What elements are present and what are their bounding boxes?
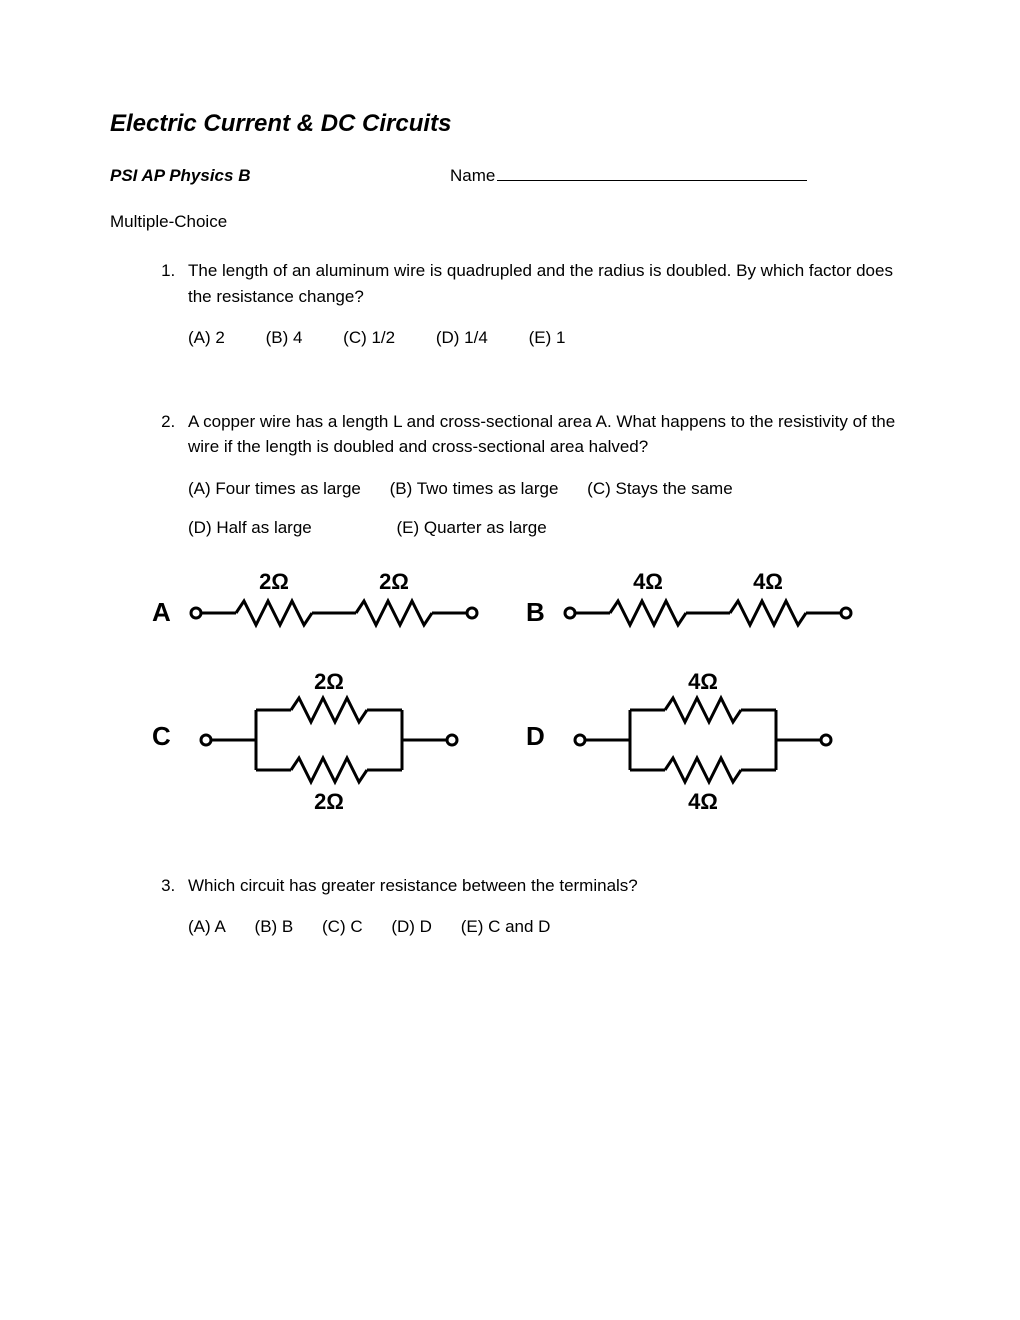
circuit-b-label: B [526, 565, 560, 632]
name-label: Name [450, 166, 495, 185]
circuit-c-label: C [152, 665, 186, 756]
q1-options: (A) 2 (B) 4 (C) 1/2 (D) 1/4 (E) 1 [188, 325, 910, 351]
circuit-b-r1: 4Ω [633, 569, 663, 594]
q3-opt-e: (E) C and D [461, 914, 551, 940]
q3-opt-a: (A) A [188, 914, 226, 940]
circuit-a-label: A [152, 565, 186, 632]
circuit-a-r2: 2Ω [379, 569, 409, 594]
q2-opt-d: (D) Half as large [188, 515, 312, 541]
q2-options-row1: (A) Four times as large (B) Two times as… [188, 476, 910, 502]
circuit-c-svg: 2Ω 2Ω [186, 665, 486, 815]
circuit-diagrams: A 2Ω 2Ω [152, 565, 910, 815]
q3-opt-b: (B) B [255, 914, 294, 940]
course-name: PSI AP Physics B [110, 166, 450, 186]
q3-opt-c: (C) C [322, 914, 363, 940]
q3-opt-d: (D) D [391, 914, 432, 940]
diagram-row-1: A 2Ω 2Ω [152, 565, 910, 635]
circuit-d: D [526, 665, 860, 815]
section-label: Multiple-Choice [110, 212, 910, 232]
q3-text: Which circuit has greater resistance bet… [188, 873, 910, 899]
q2-opt-b: (B) Two times as large [390, 476, 559, 502]
circuit-d-svg: 4Ω 4Ω [560, 665, 860, 815]
q1-opt-c: (C) 1/2 [343, 325, 395, 351]
question-1: The length of an aluminum wire is quadru… [180, 258, 910, 351]
circuit-d-r2: 4Ω [688, 789, 718, 814]
circuit-b-r2: 4Ω [753, 569, 783, 594]
circuit-c: C [152, 665, 486, 815]
q2-options-row2: (D) Half as large (E) Quarter as large [188, 515, 910, 541]
circuit-a-r1: 2Ω [259, 569, 289, 594]
page-title: Electric Current & DC Circuits [110, 110, 910, 138]
q1-opt-b: (B) 4 [266, 325, 303, 351]
circuit-b: B 4Ω 4Ω [526, 565, 860, 635]
q2-opt-c: (C) Stays the same [587, 476, 733, 502]
circuit-a: A 2Ω 2Ω [152, 565, 486, 635]
questions-list: The length of an aluminum wire is quadru… [110, 258, 910, 940]
circuit-a-svg: 2Ω 2Ω [186, 565, 486, 635]
circuit-d-label: D [526, 665, 560, 756]
q2-opt-a: (A) Four times as large [188, 476, 361, 502]
question-3: Which circuit has greater resistance bet… [180, 873, 910, 940]
diagram-row-2: C [152, 665, 910, 815]
circuit-c-r1: 2Ω [314, 669, 344, 694]
question-2: A copper wire has a length L and cross-s… [180, 409, 910, 815]
q1-text: The length of an aluminum wire is quadru… [188, 258, 910, 309]
circuit-b-svg: 4Ω 4Ω [560, 565, 860, 635]
q2-text: A copper wire has a length L and cross-s… [188, 409, 910, 460]
worksheet-page: Electric Current & DC Circuits PSI AP Ph… [0, 0, 1020, 1038]
q2-opt-e: (E) Quarter as large [397, 515, 547, 541]
q1-opt-d: (D) 1/4 [436, 325, 488, 351]
q3-options: (A) A (B) B (C) C (D) D (E) C and D [188, 914, 910, 940]
q1-opt-e: (E) 1 [529, 325, 566, 351]
circuit-d-r1: 4Ω [688, 669, 718, 694]
name-blank-line [497, 180, 807, 181]
header-row: PSI AP Physics B Name [110, 166, 910, 186]
circuit-c-r2: 2Ω [314, 789, 344, 814]
name-field: Name [450, 166, 807, 186]
q1-opt-a: (A) 2 [188, 325, 225, 351]
